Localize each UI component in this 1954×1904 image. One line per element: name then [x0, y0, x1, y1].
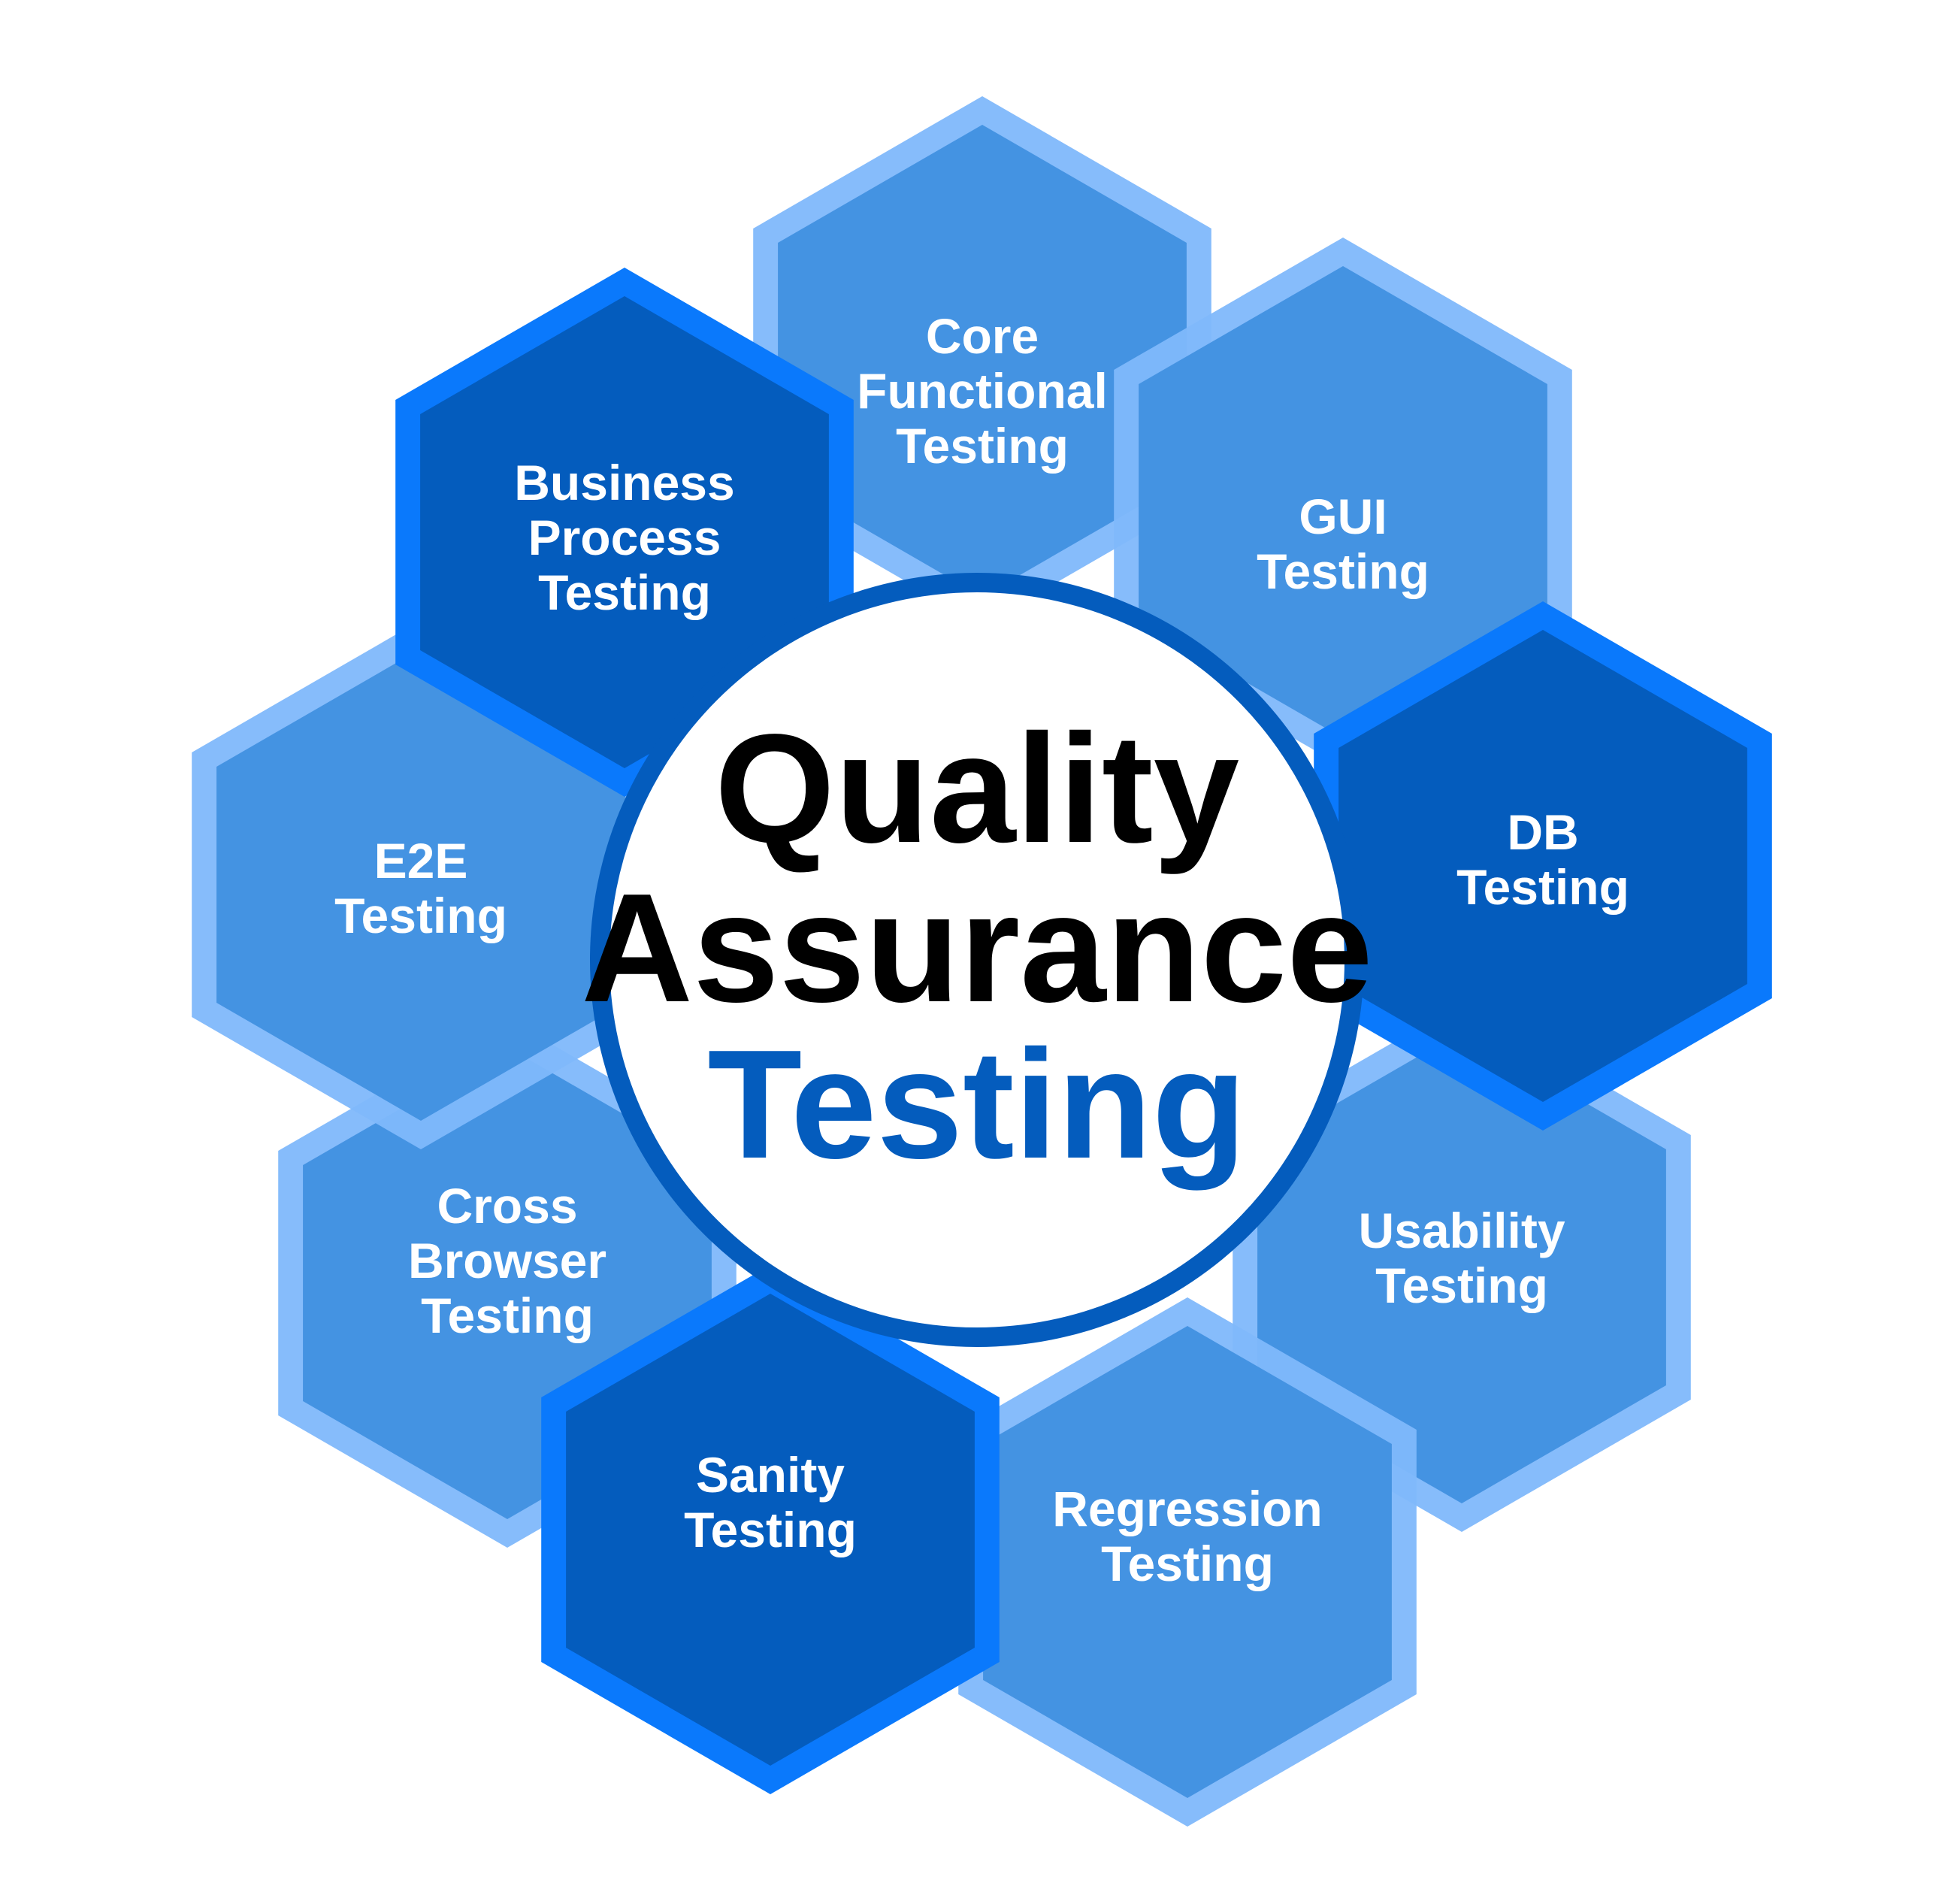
hexagon-label-line: Testing [421, 1288, 594, 1343]
hexagon-label-line: Testing [684, 1502, 857, 1557]
hexagon-label-line: E2E [374, 833, 468, 888]
hexagon-label-line: Core [926, 308, 1039, 364]
hexagon-fill [778, 125, 1187, 597]
hexagon-fill [566, 1294, 975, 1766]
hexagon-label-line: Testing [538, 565, 711, 620]
hexagon-label-line: Testing [1456, 859, 1629, 915]
hexagon-label-line: Cross [437, 1178, 577, 1234]
hexagon-label-line: Testing [1375, 1258, 1548, 1313]
hexagon-label-line: Browser [408, 1233, 606, 1288]
hexagon-fill [1139, 266, 1547, 738]
hexagon-label-line: Regression [1052, 1481, 1322, 1536]
center-circle-inner [609, 592, 1345, 1327]
center-title-line-testing: Testing [707, 1018, 1246, 1191]
hexagon-label-line: Business [514, 455, 734, 510]
hexagon-fill [216, 649, 625, 1121]
hexagon-label-line: Testing [1257, 543, 1429, 599]
hexagon-label-line: Sanity [696, 1447, 845, 1503]
center-circle-group: Quality Assurance Testing [581, 573, 1373, 1347]
hexagon-fill [420, 296, 829, 768]
hexagon-label-line: Testing [896, 418, 1069, 474]
hexagon-layer: CoreFunctionalTestingGUITestingUsability… [192, 96, 1772, 1827]
hexagon-label-line: Process [528, 510, 721, 565]
hexagon-fill [983, 1326, 1392, 1798]
hexagon-label-line: DB [1507, 804, 1578, 860]
center-title-line-assurance: Assurance [581, 861, 1372, 1034]
hexagon-label-line: Functional [857, 363, 1108, 419]
hexagon-label-line: Usability [1358, 1203, 1565, 1258]
hexagon-label-line: Testing [334, 888, 507, 943]
hexagon-label-line: GUI [1299, 489, 1387, 544]
hexagon-fill [1257, 1031, 1666, 1503]
hexagon-label-line: Testing [1101, 1536, 1274, 1591]
center-title-line-quality: Quality [715, 702, 1239, 875]
hexagon-fill [1338, 630, 1747, 1102]
